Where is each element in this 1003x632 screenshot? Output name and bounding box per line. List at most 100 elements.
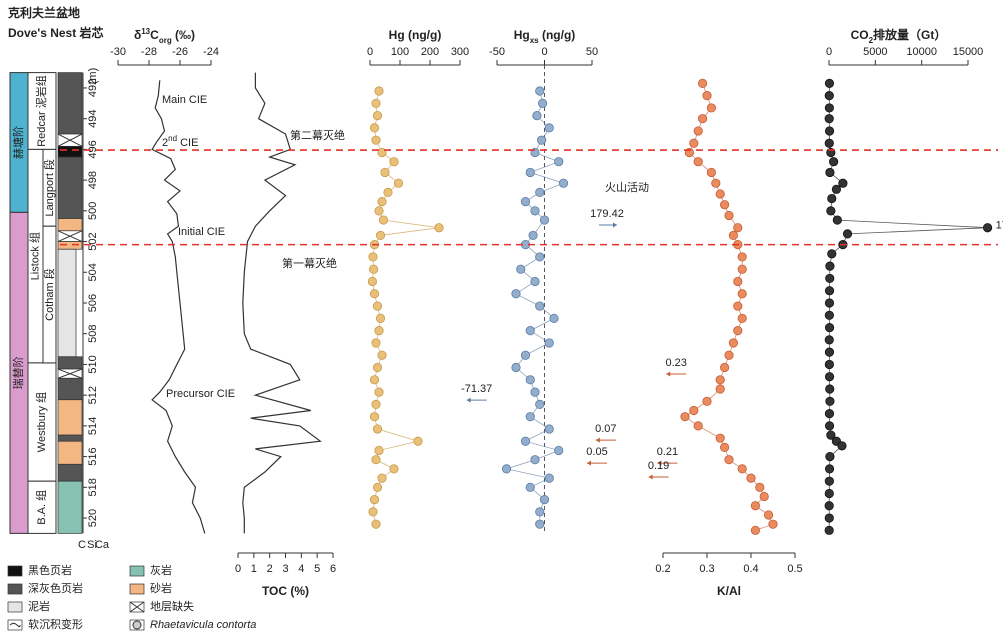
data-point: [693, 157, 703, 167]
lith-box: [7, 619, 23, 631]
legend-label: 地层缺失: [150, 599, 194, 613]
x-tick-label: 0.5: [787, 563, 802, 575]
data-point: [525, 482, 535, 492]
x-tick-label: 1: [251, 563, 257, 575]
data-point: [750, 501, 761, 511]
legend-label: 泥岩: [28, 599, 50, 613]
data-point: [737, 252, 747, 262]
text-part: xs: [530, 36, 539, 45]
data-point: [719, 362, 730, 373]
data-point: [372, 424, 383, 434]
data-point: [371, 399, 381, 409]
data-point: [372, 301, 383, 311]
data-point: [369, 375, 380, 385]
x-axis-label: δ13Corg (‰): [134, 27, 195, 45]
x-tick-label: 10000: [906, 46, 937, 58]
data-point: [544, 424, 554, 434]
legend-label: Rhaetavicula contorta: [150, 619, 256, 631]
data-point: [824, 464, 835, 474]
data-point: [372, 482, 383, 492]
data-point: [377, 350, 387, 360]
text-part: C: [150, 28, 159, 42]
data-point: [746, 473, 756, 483]
data-point: [535, 507, 545, 517]
depth-tick-label: 500: [87, 202, 99, 220]
x-tick-label: 100: [391, 46, 409, 58]
data-point: [369, 495, 380, 505]
data-point: [369, 123, 380, 133]
data-point: [824, 359, 834, 370]
member-label: Langport 段: [42, 159, 56, 216]
data-point: [728, 338, 739, 348]
data-point: [824, 476, 834, 486]
data-point: [728, 230, 739, 241]
data-point: [380, 167, 390, 178]
text-part: nd: [168, 134, 177, 143]
formation-label: B.A. 组: [34, 490, 48, 525]
x-tick-label: 5000: [863, 46, 887, 58]
outlier-label: 0.05: [586, 446, 607, 458]
data-point: [733, 301, 743, 311]
x-tick-label: 0: [367, 46, 373, 58]
data-point: [371, 519, 381, 529]
ofs-icon: [9, 622, 21, 628]
data-point: [824, 126, 835, 136]
depth-tick-label: 496: [87, 140, 99, 158]
data-point: [520, 350, 531, 360]
data-point: [375, 230, 386, 241]
outlier-arrow-head: [657, 460, 662, 466]
x-tick-label: -30: [110, 46, 126, 58]
x-tick-label: 0.2: [655, 563, 670, 575]
text-part: Precursor CIE: [166, 388, 235, 400]
data-point: [706, 167, 717, 178]
data-point: [544, 338, 554, 348]
legend-label: 砂岩: [150, 581, 172, 595]
data-point: [516, 264, 526, 274]
data-point: [825, 384, 835, 394]
outlier-label: 179.42: [590, 208, 624, 220]
data-point: [824, 525, 834, 535]
data-point: [763, 510, 774, 520]
data-point: [719, 442, 730, 452]
data-point: [824, 372, 835, 382]
data-point: [826, 206, 836, 216]
value-label: 17114.33: [996, 220, 1003, 232]
data-point: [530, 455, 540, 465]
data-point: [842, 229, 853, 239]
data-point: [537, 135, 547, 145]
data-point: [369, 412, 380, 422]
data-point: [755, 482, 765, 492]
x-tick-label: 2: [267, 563, 273, 575]
data-point: [393, 178, 404, 188]
subtitle: Dove's Nest 岩芯: [8, 25, 104, 40]
text-part: CO: [851, 28, 869, 42]
data-point: [826, 430, 836, 440]
x-tick-label: 0: [235, 563, 241, 575]
data-point: [520, 436, 531, 446]
data-point: [829, 157, 839, 167]
data-point: [837, 441, 847, 451]
text-part: (ng/g): [539, 28, 576, 42]
formation-label: Listock 组: [27, 232, 41, 280]
data-point: [537, 98, 548, 108]
data-point: [715, 375, 725, 385]
data-point: [825, 451, 835, 462]
data-point: [982, 223, 993, 233]
data-point: [724, 210, 734, 221]
data-point: [535, 187, 545, 198]
data-point: [554, 157, 564, 167]
data-point: [733, 326, 743, 336]
data-point: [532, 111, 542, 121]
annotation: Initial CIE: [178, 226, 225, 238]
depth-tick-label: 510: [87, 355, 99, 373]
lith-box: [57, 440, 83, 465]
x-tick-label: 6: [330, 563, 336, 575]
data-point: [824, 335, 834, 345]
grain-label: C: [78, 539, 86, 551]
data-point: [824, 501, 834, 511]
data-point: [389, 157, 399, 167]
data-point: [535, 301, 545, 311]
stage-label: 瑞替阶: [11, 356, 25, 389]
data-point: [367, 276, 377, 287]
data-point: [528, 230, 538, 241]
